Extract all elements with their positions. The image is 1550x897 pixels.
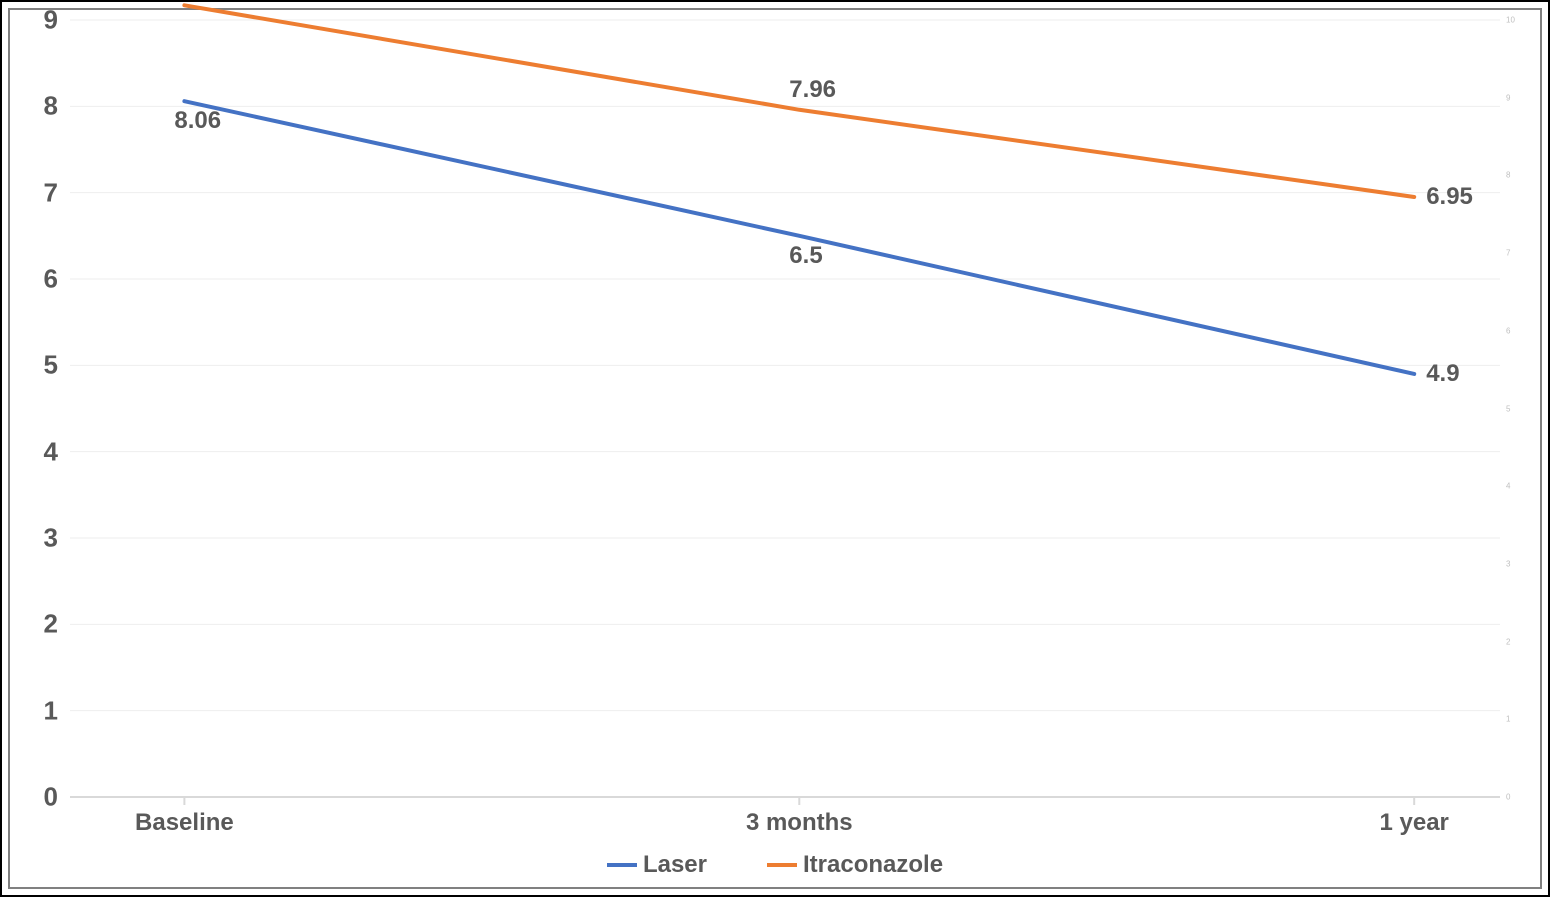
data-label: 4.9 (1426, 360, 1459, 388)
chart-outer-frame: 0 1 2 3 4 5 6 7 8 9 0 1 2 3 4 5 6 7 8 9 10 Baseline 3 months 1 … (0, 0, 1550, 897)
legend-item: Laser (607, 851, 707, 879)
y-tick-label: 0 (44, 782, 58, 813)
x-tick-label: 1 year (1379, 809, 1448, 837)
y-tick-label: 5 (44, 350, 58, 381)
y-tick-label: 1 (44, 695, 58, 726)
y-tick-label: 3 (44, 523, 58, 554)
secondary-tick: 5 (1506, 404, 1510, 413)
secondary-tick: 1 (1506, 715, 1510, 724)
y-tick-label: 8 (44, 91, 58, 122)
secondary-tick: 2 (1506, 637, 1510, 646)
secondary-tick: 3 (1506, 559, 1510, 568)
series-line-laser (184, 101, 1414, 374)
secondary-tick: 0 (1506, 793, 1510, 802)
legend-swatch (767, 863, 797, 867)
secondary-tick: 10 (1506, 16, 1515, 25)
secondary-tick: 7 (1506, 249, 1510, 258)
y-tick-label: 7 (44, 177, 58, 208)
secondary-tick: 8 (1506, 171, 1510, 180)
x-tick-label: 3 months (746, 809, 853, 837)
data-label: 6.5 (789, 242, 822, 270)
legend-label: Itraconazole (803, 851, 943, 879)
data-label: 8.06 (174, 107, 221, 135)
y-tick-label: 4 (44, 436, 58, 467)
secondary-tick: 9 (1506, 93, 1510, 102)
data-label: 6.95 (1426, 183, 1473, 211)
secondary-tick: 6 (1506, 326, 1510, 335)
x-tick-label: Baseline (135, 809, 234, 837)
legend-label: Laser (643, 851, 707, 879)
chart-inner-frame: 0 1 2 3 4 5 6 7 8 9 0 1 2 3 4 5 6 7 8 9 10 Baseline 3 months 1 … (8, 8, 1542, 889)
y-tick-label: 2 (44, 609, 58, 640)
y-tick-label: 6 (44, 264, 58, 295)
legend-item: Itraconazole (767, 851, 943, 879)
plot-area: 0123456789012345678910Baseline3 months1 … (70, 20, 1500, 797)
data-label: 7.96 (789, 76, 836, 104)
legend-swatch (607, 863, 637, 867)
y-tick-label: 9 (44, 5, 58, 36)
secondary-tick: 4 (1506, 482, 1510, 491)
legend: Laser Itraconazole (10, 846, 1540, 879)
chart-svg (70, 20, 1500, 797)
